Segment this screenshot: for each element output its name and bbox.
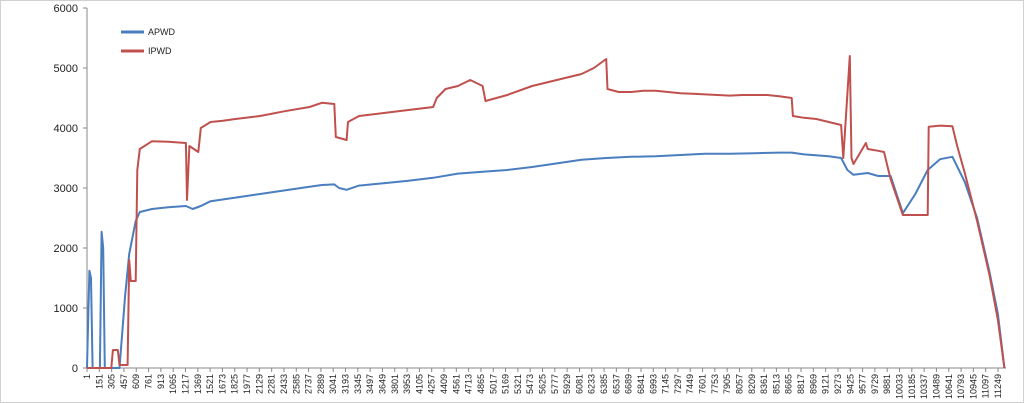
x-tick-label: 10945 <box>968 374 978 399</box>
y-tick-label: 3000 <box>54 183 78 195</box>
x-tick-label: 6537 <box>611 374 621 394</box>
x-tick-label: 8209 <box>747 374 757 394</box>
x-tick-label: 2585 <box>291 374 301 394</box>
x-tick-label: 9881 <box>882 374 892 394</box>
x-tick-label: 1521 <box>205 374 215 394</box>
x-tick-label: 3345 <box>353 374 363 394</box>
x-tick-label: 3041 <box>328 374 338 394</box>
y-tick-label: 5000 <box>54 63 78 75</box>
x-tick-label: 1369 <box>193 374 203 394</box>
x-tick-label: 2433 <box>279 374 289 394</box>
legend-label-ipwd: IPWD <box>148 46 172 56</box>
x-tick-label: 1 <box>82 374 92 379</box>
x-tick-labels: 1 151 305 457 609 761 913 1065 1217 1369 1521 1673 1… <box>82 368 1003 399</box>
axes <box>86 8 1006 369</box>
x-tick-label: 609 <box>131 374 141 389</box>
y-tick-label: 0 <box>72 363 78 375</box>
series-layer <box>86 55 1006 369</box>
x-tick-label: 4257 <box>427 374 437 394</box>
x-tick-label: 4865 <box>476 374 486 394</box>
x-tick-label: 6385 <box>599 374 609 394</box>
x-tick-label: 913 <box>156 374 166 389</box>
y-tick-label: 1000 <box>54 303 78 315</box>
x-tick-label: 4561 <box>451 374 461 394</box>
x-tick-label: 3497 <box>365 374 375 394</box>
x-tick-label: 6081 <box>574 374 584 394</box>
x-tick-label: 7449 <box>685 374 695 394</box>
x-tick-label: 2889 <box>316 374 326 394</box>
x-tick-label: 1825 <box>230 374 240 394</box>
x-tick-label: 9425 <box>845 374 855 394</box>
x-tick-label: 7145 <box>661 374 671 394</box>
x-tick-label: 7753 <box>710 374 720 394</box>
x-tick-label: 6233 <box>587 374 597 394</box>
x-tick-label: 5929 <box>562 374 572 394</box>
x-tick-label: 8361 <box>759 374 769 394</box>
x-tick-label: 3801 <box>390 374 400 394</box>
x-tick-label: 7905 <box>722 374 732 394</box>
x-tick-label: 2737 <box>304 374 314 394</box>
legend: APWD IPWD <box>121 27 176 56</box>
x-tick-label: 457 <box>119 374 129 389</box>
x-tick-label: 1977 <box>242 374 252 394</box>
x-tick-label: 5777 <box>550 374 560 394</box>
x-tick-label: 5321 <box>513 374 523 394</box>
x-tick-label: 8513 <box>771 374 781 394</box>
x-tick-label: 4713 <box>464 374 474 394</box>
x-tick-label: 3193 <box>341 374 351 394</box>
x-tick-label: 3649 <box>377 374 387 394</box>
x-tick-label: 7297 <box>673 374 683 394</box>
x-tick-label: 1673 <box>217 374 227 394</box>
x-tick-label: 6993 <box>648 374 658 394</box>
x-tick-label: 10793 <box>956 374 966 399</box>
y-tick-label: 4000 <box>54 123 78 135</box>
legend-label-apwd: APWD <box>148 27 176 37</box>
x-tick-label: 5625 <box>537 374 547 394</box>
x-tick-label: 9729 <box>870 374 880 394</box>
x-tick-label: 8665 <box>784 374 794 394</box>
x-tick-label: 9121 <box>821 374 831 394</box>
x-tick-label: 2281 <box>267 374 277 394</box>
x-tick-label: 5017 <box>488 374 498 394</box>
x-tick-label: 11097 <box>981 374 991 398</box>
x-tick-label: 305 <box>107 374 117 389</box>
x-tick-label: 3953 <box>402 374 412 394</box>
y-tick-labels: 0 1000 2000 3000 4000 5000 6000 <box>54 3 87 375</box>
x-tick-label: 11249 <box>993 374 1003 398</box>
x-tick-label: 9577 <box>858 374 868 394</box>
x-tick-label: 7601 <box>698 374 708 394</box>
x-tick-label: 9273 <box>833 374 843 394</box>
x-tick-label: 151 <box>94 374 104 389</box>
x-tick-label: 10337 <box>919 374 929 399</box>
x-tick-label: 6689 <box>624 374 634 394</box>
x-tick-label: 1217 <box>180 374 190 394</box>
series-line-apwd <box>86 151 1006 369</box>
x-tick-label: 6841 <box>636 374 646 394</box>
x-tick-label: 761 <box>144 374 154 389</box>
x-tick-label: 10185 <box>907 374 917 399</box>
x-tick-label: 4105 <box>414 374 424 394</box>
y-tick-label: 6000 <box>54 3 78 15</box>
x-tick-label: 10489 <box>931 374 941 399</box>
x-tick-label: 8817 <box>796 374 806 394</box>
x-tick-label: 5473 <box>525 374 535 394</box>
x-tick-label: 1065 <box>168 374 178 394</box>
x-tick-label: 10641 <box>944 374 954 399</box>
x-tick-label: 2129 <box>254 374 264 394</box>
x-tick-label: 8057 <box>734 374 744 394</box>
x-tick-label: 5169 <box>501 374 511 394</box>
series-line-ipwd <box>87 55 1006 369</box>
x-tick-label: 4409 <box>439 374 449 394</box>
x-tick-label: 10033 <box>895 374 905 399</box>
y-tick-label: 2000 <box>54 243 78 255</box>
x-tick-label: 8969 <box>808 374 818 394</box>
